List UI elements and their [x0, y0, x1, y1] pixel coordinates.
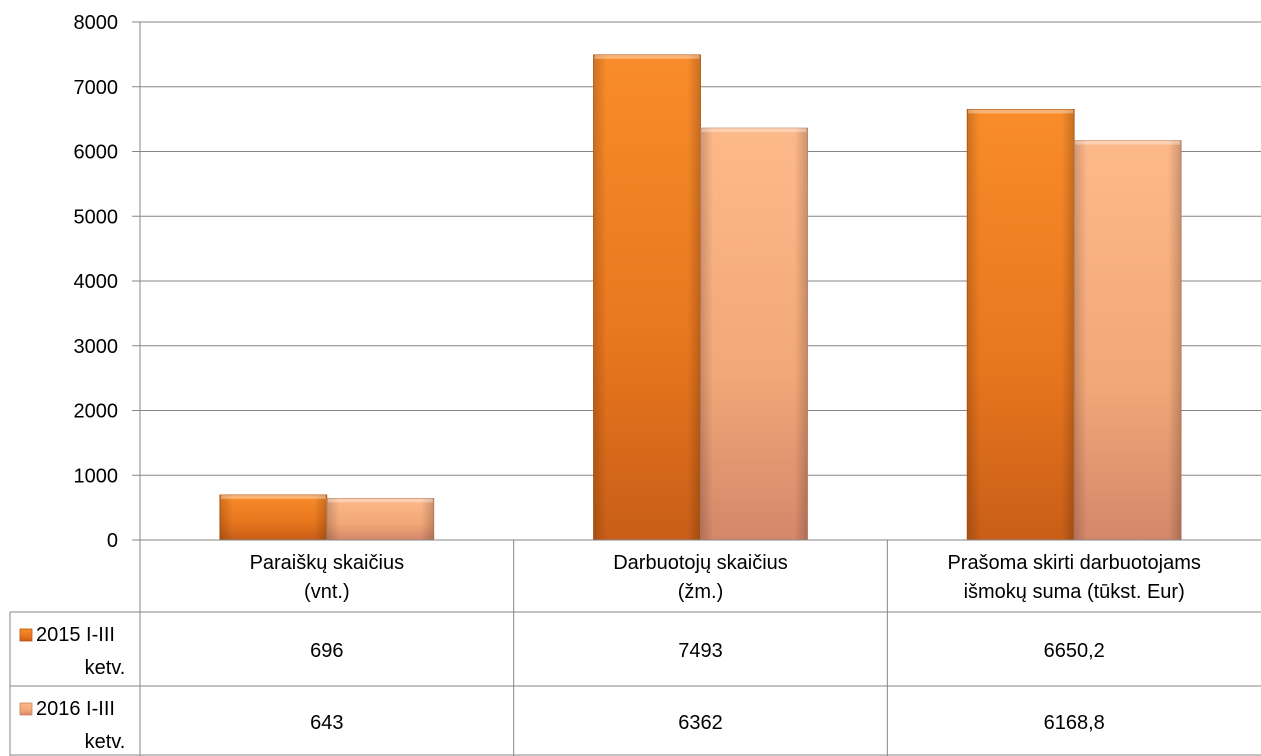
bar-shading: [593, 54, 701, 541]
bar-shading: [1074, 140, 1182, 541]
data-value-label: 696: [310, 640, 343, 662]
data-value-label: 643: [310, 712, 343, 734]
y-tick-label: 5000: [74, 206, 119, 228]
x-category-label: Darbuotojų skaičius: [613, 552, 788, 574]
series-name-label: 2015 I-III: [36, 624, 115, 646]
bar-shading: [700, 128, 808, 541]
bar-shading: [326, 498, 434, 540]
series-name-label: 2016 I-III: [36, 698, 115, 720]
y-tick-label: 2000: [74, 401, 119, 423]
bar-top-highlight: [594, 54, 700, 59]
data-table: Paraiškų skaičius (vnt.) Darbuotojų skaiči…: [9, 539, 1261, 756]
bar-top-highlight: [1075, 140, 1181, 145]
y-tick-label: 0: [107, 530, 118, 552]
bar-top-highlight: [327, 498, 433, 503]
data-value-label: 6362: [678, 712, 723, 734]
y-tick-label: 3000: [74, 336, 119, 358]
y-tick-label: 6000: [74, 142, 119, 164]
x-category-label: Prašoma skirti darbuotojams: [947, 552, 1200, 574]
x-category-label: (žm.): [678, 581, 724, 603]
series-name-label: ketv.: [85, 731, 126, 753]
y-tick-label: 8000: [74, 12, 119, 34]
legend-key-2016: [19, 702, 33, 716]
x-category-label: išmokų suma (tūkst. Eur): [964, 581, 1185, 603]
bars: [219, 54, 1182, 541]
y-tick-label: 4000: [74, 271, 119, 293]
data-value-label: 7493: [678, 640, 723, 662]
bar-top-highlight: [220, 494, 326, 499]
legend-key-2015: [19, 628, 33, 642]
bar-top-highlight: [701, 128, 807, 133]
bar-shading: [219, 494, 327, 540]
data-value-label: 6650,2: [1044, 640, 1105, 662]
x-category-label: Paraiškų skaičius: [250, 552, 405, 574]
bar-shading: [967, 109, 1075, 541]
y-axis: 0 1000 2000 3000 4000 5000 6000 7000 8000: [74, 12, 141, 552]
data-value-label: 6168,8: [1044, 712, 1105, 734]
y-tick-label: 1000: [74, 465, 119, 487]
y-tick-label: 7000: [74, 77, 119, 99]
bar-top-highlight: [968, 109, 1074, 114]
series-name-label: ketv.: [85, 657, 126, 679]
x-category-label: (vnt.): [304, 581, 350, 603]
